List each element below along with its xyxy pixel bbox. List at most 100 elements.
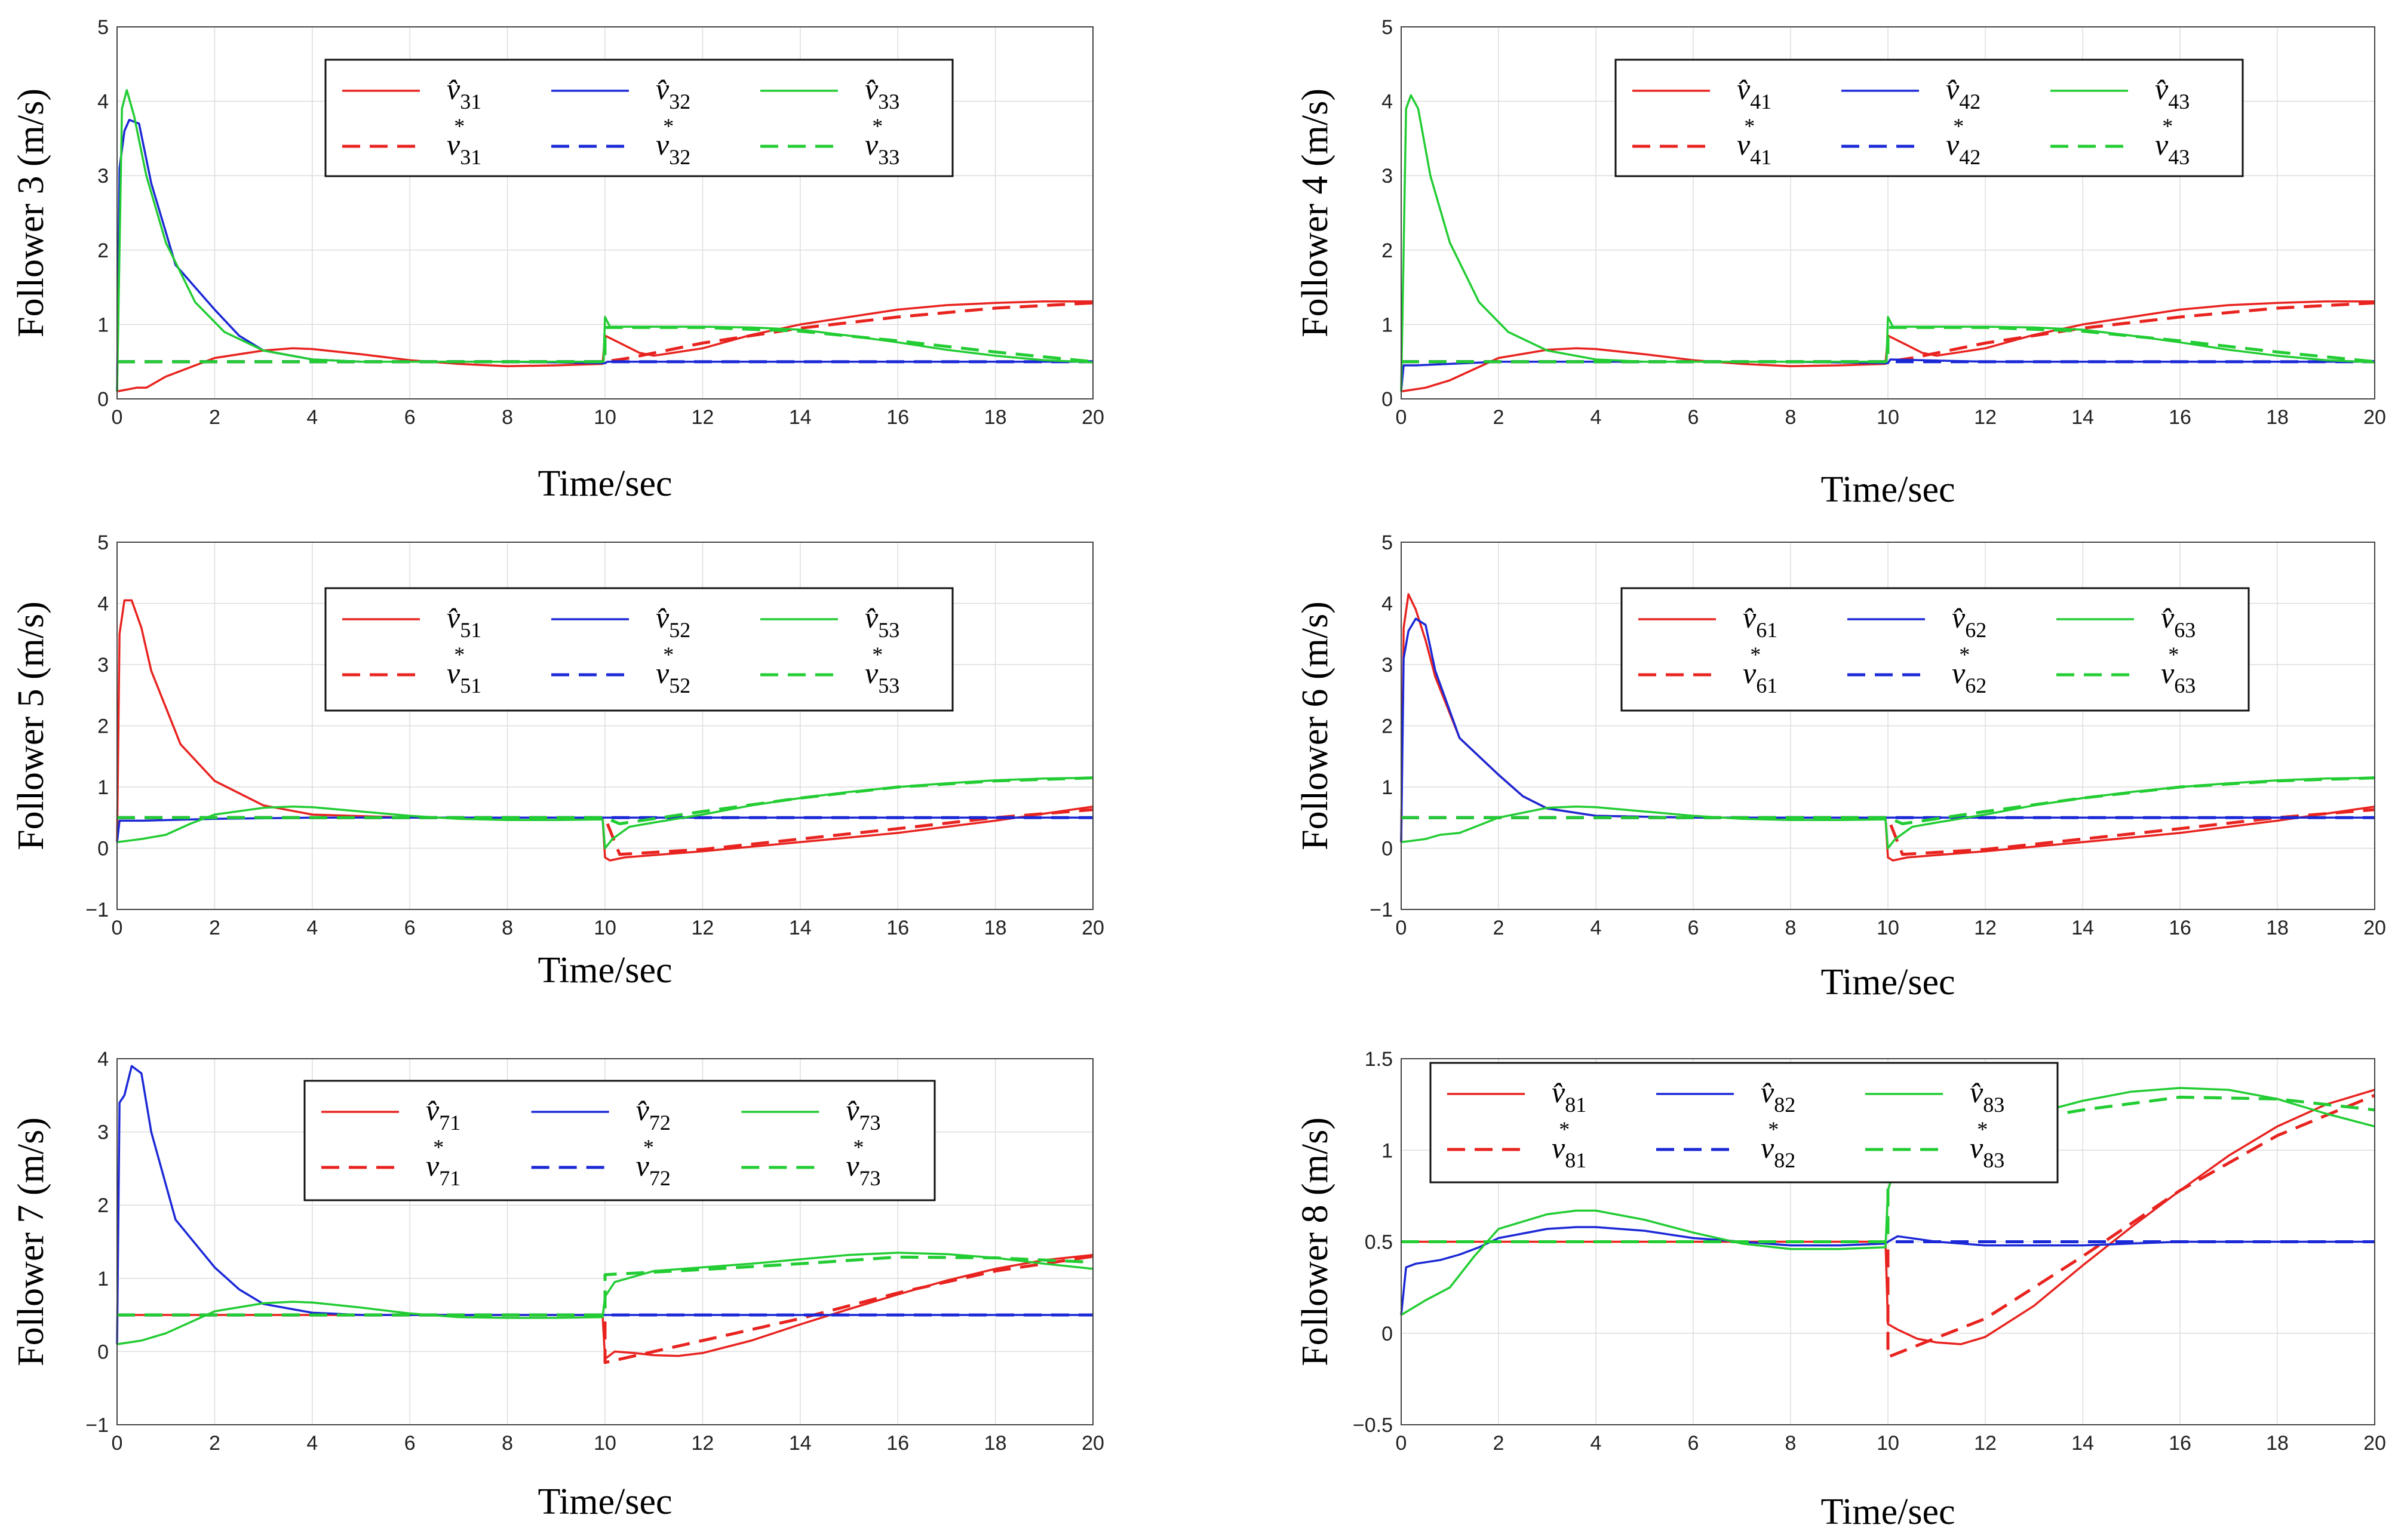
x-tick-label: 8	[502, 917, 513, 939]
series-line-83-ref	[1401, 1095, 2375, 1243]
legend-label-51-ref: v51*	[447, 643, 481, 697]
legend-label-43-est: v̂43	[2155, 72, 2190, 113]
chart-f3: 0 2 4 6 8 10 12 14 16 18 20012345Time/secFollower …	[11, 16, 1104, 504]
series-line-73-est	[116, 1252, 1094, 1345]
x-tick-label: 10	[1877, 1432, 1899, 1455]
legend-box	[1429, 1062, 2059, 1184]
x-tick-label: 16	[886, 406, 909, 429]
x-tick-label: 2	[1493, 917, 1504, 939]
legend-label-81-ref: v81*	[1552, 1117, 1586, 1172]
legend-label-73-est: v̂73	[846, 1093, 880, 1135]
legend-label-82-est: v̂82	[1761, 1075, 1795, 1117]
x-tick-label: 12	[1974, 917, 1997, 939]
y-tick-label: 0	[1381, 388, 1393, 411]
x-tick-label: 16	[2169, 1432, 2191, 1455]
x-tick-label: 4	[306, 406, 318, 429]
legend-box	[324, 59, 954, 177]
x-tick-label: 8	[502, 1432, 513, 1455]
x-tick-label: 18	[2266, 917, 2289, 939]
series-line-51-ref	[117, 808, 1094, 856]
x-tick-label: 2	[1493, 406, 1504, 429]
y-axis-label: Follower 8 (m/s)	[1295, 1117, 1335, 1366]
legend-label-53-est: v̂53	[865, 601, 899, 642]
y-tick-label: 4	[97, 593, 109, 616]
x-tick-label: 2	[209, 917, 220, 939]
x-tick-label: 8	[1785, 917, 1797, 939]
series-line-43-ref	[1401, 325, 2375, 364]
legend-label-61-ref: v61*	[1743, 643, 1777, 697]
x-tick-label: 14	[2071, 917, 2094, 939]
legend-label-31-ref: v31*	[447, 114, 481, 169]
axes-frame	[1401, 1058, 2375, 1425]
y-tick-label: 1	[97, 313, 109, 336]
series-line-63-ref	[1401, 776, 2375, 825]
x-tick-label: 4	[1591, 917, 1602, 939]
y-tick-label: 0	[1381, 1323, 1393, 1345]
x-tick-label: 10	[594, 406, 616, 429]
y-tick-label: 2	[97, 715, 109, 738]
x-tick-label: 4	[306, 917, 318, 939]
chart-f4: 0 2 4 6 8 10 12 14 16 18 20012345Time/secFollower …	[1295, 16, 2386, 510]
legend-label-51-est: v̂51	[447, 601, 481, 642]
legend-label-33-est: v̂33	[865, 72, 899, 113]
y-tick-label: 3	[1381, 165, 1393, 187]
x-tick-label: 6	[1688, 917, 1699, 939]
legend-label-31-est: v̂31	[447, 72, 481, 113]
y-tick-label: 3	[97, 165, 109, 187]
y-tick-label: 1	[1381, 1139, 1393, 1162]
x-axis-label: Time/sec	[538, 950, 672, 991]
legend-label-62-est: v̂62	[1952, 601, 1986, 642]
y-axis-label: Follower 6 (m/s)	[1295, 601, 1335, 850]
axes-frame	[1401, 542, 2375, 910]
y-tick-label: −1	[85, 1414, 109, 1437]
legend-box	[324, 587, 954, 712]
y-tick-label: 1	[1381, 313, 1393, 336]
axes-frame	[116, 1058, 1094, 1425]
x-tick-label: 14	[789, 917, 812, 939]
x-tick-label: 4	[1591, 406, 1602, 429]
chart-f7: 0 2 4 6 8 10 12 14 16 18 20−101234Time/secFollower…	[11, 1048, 1104, 1522]
x-tick-label: 10	[1877, 917, 1899, 939]
x-tick-label: 12	[691, 406, 714, 429]
legend-label-83-est: v̂83	[1970, 1075, 2004, 1117]
y-tick-label: 1.5	[1365, 1048, 1393, 1071]
legend-label-71-ref: v71*	[426, 1135, 460, 1190]
x-tick-label: 0	[1396, 406, 1407, 429]
chart-f8: 0 2 4 6 8 10 12 14 16 18 20−0.500.511.5Time/secFol…	[1295, 1048, 2386, 1532]
series-line-33-ref	[117, 325, 1094, 364]
y-tick-label: 2	[97, 239, 109, 262]
y-tick-label: 4	[1381, 593, 1393, 616]
legend-label-82-ref: v82*	[1761, 1117, 1795, 1172]
x-tick-label: 12	[691, 917, 714, 939]
x-axis-label: Time/sec	[1820, 962, 1955, 1003]
x-tick-label: 18	[2266, 1432, 2289, 1455]
x-tick-label: 0	[1396, 1432, 1407, 1455]
x-tick-label: 12	[691, 1432, 714, 1455]
legend-label-83-ref: v83*	[1970, 1117, 2004, 1172]
legend-box	[1614, 59, 2244, 177]
x-tick-label: 16	[2169, 917, 2191, 939]
x-tick-label: 0	[112, 406, 123, 429]
x-axis-label: Time/sec	[538, 1481, 672, 1522]
y-tick-label: 4	[97, 1048, 109, 1071]
y-axis-label: Follower 7 (m/s)	[11, 1117, 51, 1366]
x-tick-label: 8	[502, 406, 513, 429]
y-tick-label: 2	[1381, 715, 1393, 738]
x-tick-label: 14	[2071, 1432, 2094, 1455]
legend-label-62-ref: v62*	[1952, 643, 1986, 697]
y-axis-label: Follower 5 (m/s)	[11, 601, 51, 850]
x-tick-label: 18	[2266, 406, 2289, 429]
x-tick-label: 20	[2363, 406, 2386, 429]
x-tick-label: 6	[404, 406, 416, 429]
x-tick-label: 14	[789, 1432, 812, 1455]
legend-label-72-ref: v72*	[636, 1135, 671, 1190]
x-tick-label: 6	[1688, 406, 1699, 429]
series-line-61-ref	[1401, 808, 2375, 856]
y-tick-label: 2	[1381, 239, 1393, 262]
x-tick-label: 14	[789, 406, 812, 429]
